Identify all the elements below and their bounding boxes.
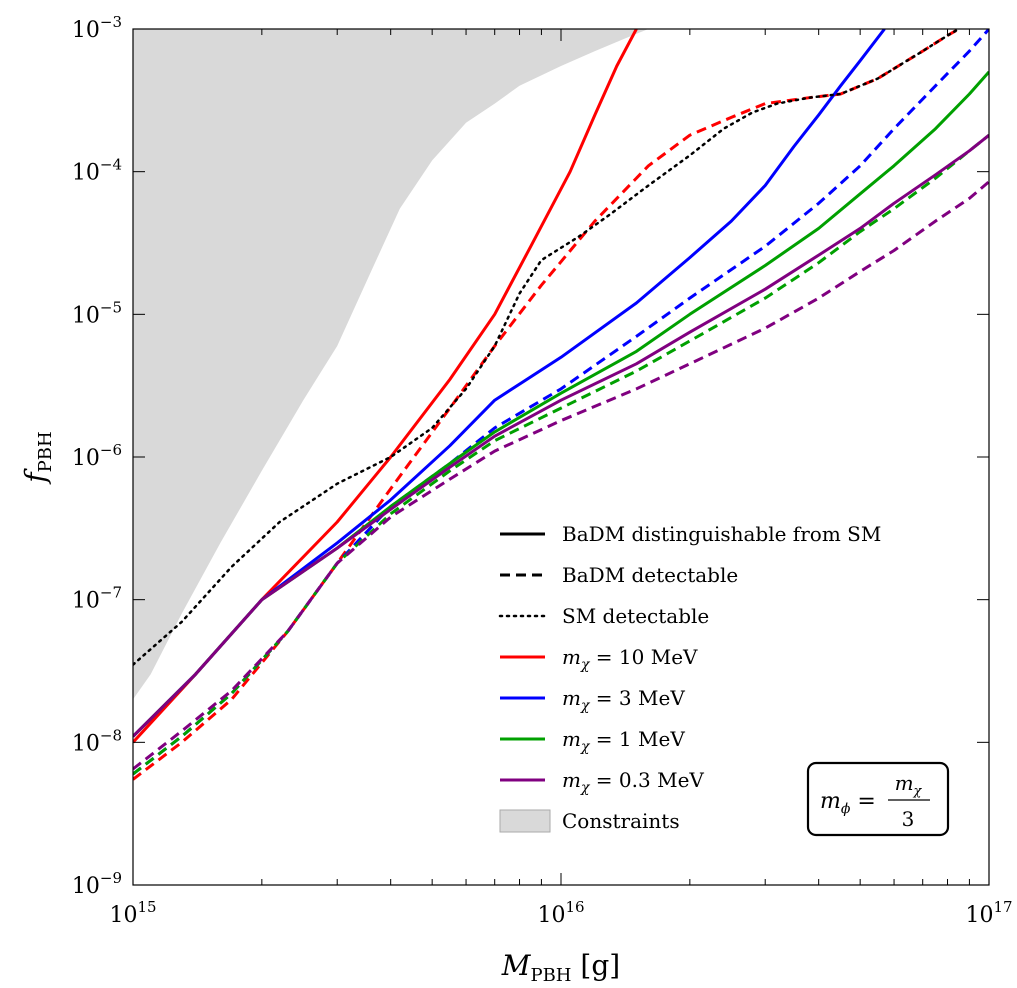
annotation-num: m [895,771,914,795]
legend-label: mχ = 0.3 MeV [562,768,704,796]
y-tick-label: 10−6 [72,441,122,471]
legend: BaDM distinguishable from SM BaDM detecta… [498,522,881,833]
constraints-region [133,29,649,700]
constraints-area [133,29,649,700]
annotation-lhs: m [820,789,841,814]
y-tick-label: 10−7 [72,584,122,614]
svg-text:mχ: mχ [895,771,923,799]
legend-entry: mχ = 3 MeV [500,686,685,714]
legend-swatch [499,809,551,833]
x-tick-label: 1015 [109,898,156,928]
legend-label: Constraints [562,809,680,833]
legend-label: mχ = 3 MeV [562,686,685,714]
annotation-box: mϕ = mχ 3 [806,761,950,837]
y-tick-label: 10−8 [72,726,122,756]
legend-label: BaDM distinguishable from SM [562,522,881,546]
ticks-layer [132,28,989,886]
legend-entry: BaDM detectable [500,563,738,587]
tick-labels: 1015 1016 1017 10−9 10−8 10−7 10−6 10−5 10−4 10−3 [72,13,1013,928]
series-line-6 [133,134,989,738]
annotation-den: 3 [902,807,915,831]
legend-label: SM detectable [562,604,709,628]
x-tick-label: 1017 [965,898,1012,928]
y-tick-label: 10−4 [72,156,122,186]
series-line-7 [133,180,989,771]
y-axis-label: fPBH [19,431,56,484]
y-tick-label: 10−5 [72,298,122,328]
annotation-lhs-sub: ϕ [841,801,851,817]
legend-entry: mχ = 10 MeV [500,645,698,673]
x-axis-label: MPBH [g] [501,949,620,986]
annotation-num-sub: χ [913,784,923,799]
legend-entry: SM detectable [498,604,709,628]
legend-label: mχ = 1 MeV [562,727,685,755]
y-tick-label: 10−9 [72,869,122,899]
legend-entry: BaDM distinguishable from SM [500,522,881,546]
series-line-8 [133,29,961,666]
legend-entry: Constraints [499,809,680,833]
legend-label: mχ = 10 MeV [562,645,698,673]
legend-entry: mχ = 1 MeV [500,727,685,755]
series-line-2 [133,29,886,738]
legend-label: BaDM detectable [562,563,738,587]
svg-text:mϕ =: mϕ = [820,789,876,817]
y-tick-label: 10−3 [72,13,122,43]
legend-entry: mχ = 0.3 MeV [500,768,704,796]
series-layer [133,29,989,781]
x-tick-label: 1016 [537,898,584,928]
